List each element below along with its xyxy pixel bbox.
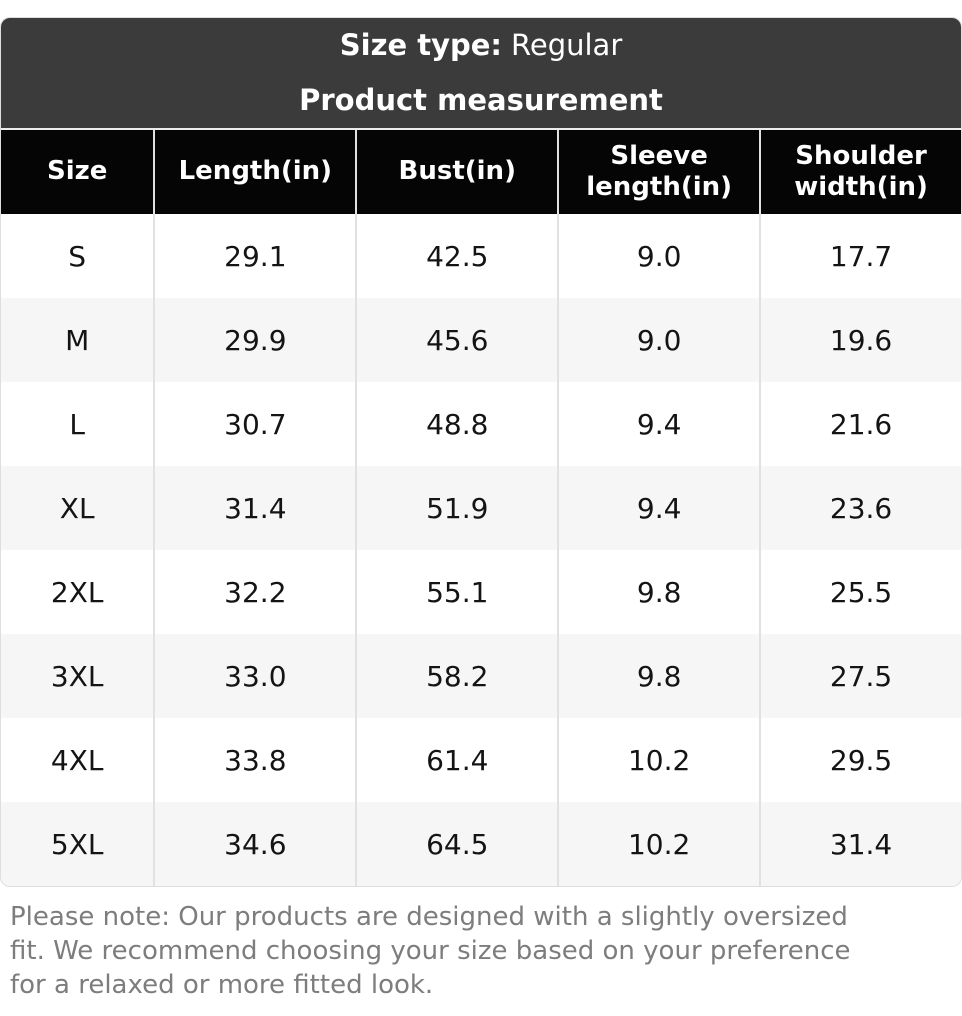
- measurement-value: 19.6: [761, 298, 961, 382]
- size-label: 5XL: [1, 802, 154, 886]
- size-label: 2XL: [1, 550, 154, 634]
- measurement-value: 61.4: [357, 718, 558, 802]
- measurement-value: 55.1: [357, 550, 558, 634]
- measurement-value: 9.8: [559, 634, 760, 718]
- note-line: for a relaxed or more fitted look.: [10, 970, 434, 1000]
- column-header-bust: Bust(in): [357, 130, 558, 214]
- column-header-shoulder-width: Shoulder width(in): [761, 130, 961, 214]
- size-type-value: Regular: [511, 28, 623, 62]
- measurement-value: 33.0: [155, 634, 356, 718]
- measurement-value: 25.5: [761, 550, 961, 634]
- measurement-value: 29.1: [155, 214, 356, 298]
- product-measurement-title: Product measurement: [299, 83, 663, 117]
- measurement-value: 10.2: [559, 718, 760, 802]
- measurement-value: 29.9: [155, 298, 356, 382]
- size-note: Please note: Our products are designed w…: [10, 900, 950, 1002]
- card-header: Size type: Regular Product measurement: [1, 18, 961, 128]
- measurement-value: 58.2: [357, 634, 558, 718]
- column-header-sleeve-length: Sleeve length(in): [559, 130, 760, 214]
- size-label: 3XL: [1, 634, 154, 718]
- size-chart-card: Size type: Regular Product measurement Si…: [0, 17, 962, 887]
- measurement-value: 34.6: [155, 802, 356, 886]
- column-header-length: Length(in): [155, 130, 356, 214]
- measurement-value: 33.8: [155, 718, 356, 802]
- measurement-value: 9.0: [559, 298, 760, 382]
- measurement-table: Size Length(in) Bust(in) Sleeve length(i…: [1, 128, 961, 886]
- size-label: 4XL: [1, 718, 154, 802]
- measurement-value: 9.4: [559, 466, 760, 550]
- size-label: S: [1, 214, 154, 298]
- note-line: Please note: Our products are designed w…: [10, 902, 848, 932]
- measurement-value: 45.6: [357, 298, 558, 382]
- size-label: L: [1, 382, 154, 466]
- measurement-value: 64.5: [357, 802, 558, 886]
- note-line: fit. We recommend choosing your size bas…: [10, 936, 851, 966]
- measurement-value: 17.7: [761, 214, 961, 298]
- column-header-size: Size: [1, 130, 154, 214]
- measurement-value: 9.8: [559, 550, 760, 634]
- measurement-value: 48.8: [357, 382, 558, 466]
- size-type-label: Size type:: [339, 28, 503, 62]
- measurement-value: 31.4: [155, 466, 356, 550]
- measurement-value: 32.2: [155, 550, 356, 634]
- size-label: M: [1, 298, 154, 382]
- measurement-value: 27.5: [761, 634, 961, 718]
- size-type-row: Size type: Regular: [340, 31, 623, 60]
- measurement-value: 23.6: [761, 466, 961, 550]
- measurement-value: 9.4: [559, 382, 760, 466]
- measurement-value: 42.5: [357, 214, 558, 298]
- measurement-value: 31.4: [761, 802, 961, 886]
- measurement-value: 21.6: [761, 382, 961, 466]
- measurement-value: 10.2: [559, 802, 760, 886]
- size-label: XL: [1, 466, 154, 550]
- measurement-value: 51.9: [357, 466, 558, 550]
- measurement-value: 9.0: [559, 214, 760, 298]
- measurement-value: 30.7: [155, 382, 356, 466]
- measurement-value: 29.5: [761, 718, 961, 802]
